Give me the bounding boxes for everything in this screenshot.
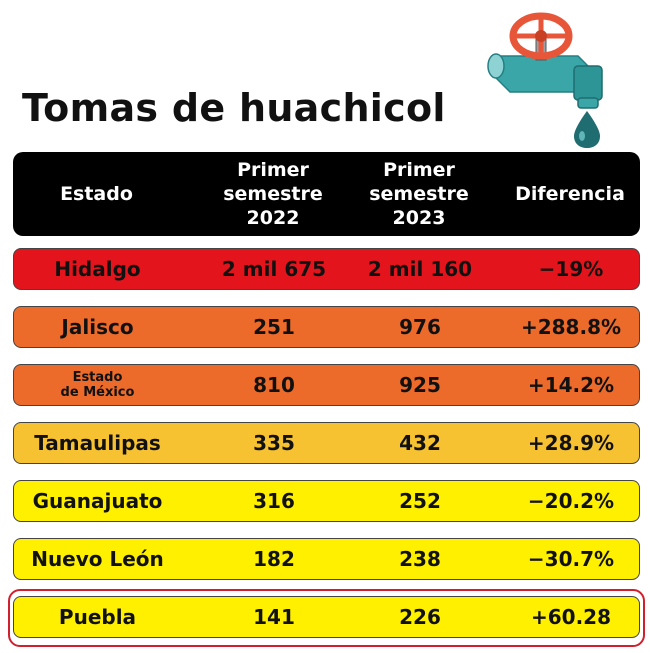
table-header: Estado Primer semestre 2022 Primer semes… [13, 152, 640, 236]
row-diferencia: +60.28 [530, 605, 612, 629]
header-estado: Estado [60, 183, 133, 205]
header-2023-line2: semestre [369, 183, 469, 205]
table-row: Estado de México 810 925 +14.2% [13, 364, 640, 406]
row-estado: Hidalgo [54, 257, 141, 281]
row-diferencia: +28.9% [527, 431, 615, 455]
header-2022: Primer semestre 2022 [200, 152, 346, 236]
row-diferencia: −19% [538, 257, 604, 281]
row-2023: 925 [399, 373, 441, 397]
row-estado: Estado de México [14, 365, 181, 405]
row-2023: 432 [399, 431, 441, 455]
header-diferencia: Diferencia [515, 183, 625, 205]
row-2022: 251 [253, 315, 295, 339]
row-2023: 252 [399, 489, 441, 513]
row-2022: 335 [253, 431, 295, 455]
row-diferencia: +14.2% [527, 373, 615, 397]
row-2022: 182 [253, 547, 295, 571]
page-title: Tomas de huachicol [22, 86, 446, 130]
row-estado: Puebla [58, 605, 137, 629]
row-2023: 2 mil 160 [367, 257, 473, 281]
row-diferencia: +288.8% [520, 315, 622, 339]
table-row: Nuevo León 182 238 −30.7% [13, 538, 640, 580]
highlight-frame [8, 589, 645, 647]
table-row: Jalisco 251 976 +288.8% [13, 306, 640, 348]
row-estado-line2: de México [60, 385, 135, 400]
header-2022-line1: Primer [237, 159, 309, 181]
row-estado: Tamaulipas [34, 431, 161, 455]
row-2022: 141 [253, 605, 295, 629]
row-estado: Jalisco [61, 315, 134, 339]
row-2023: 238 [399, 547, 441, 571]
row-2022: 316 [253, 489, 295, 513]
row-2022: 2 mil 675 [221, 257, 327, 281]
table-row: Guanajuato 316 252 −20.2% [13, 480, 640, 522]
header-2022-line3: 2022 [246, 207, 300, 229]
header-2023-line1: Primer [383, 159, 455, 181]
pipe-valve-drip-icon [487, 12, 603, 148]
table-row: Tamaulipas 335 432 +28.9% [13, 422, 640, 464]
row-estado-line1: Estado [72, 370, 123, 385]
table-row: Hidalgo 2 mil 675 2 mil 160 −19% [13, 248, 640, 290]
header-2023-line3: 2023 [392, 207, 446, 229]
row-diferencia: −20.2% [527, 489, 615, 513]
row-2022: 810 [253, 373, 295, 397]
row-estado: Guanajuato [32, 489, 163, 513]
row-2023: 976 [399, 315, 441, 339]
header-2023: Primer semestre 2023 [346, 152, 492, 236]
row-diferencia: −30.7% [527, 547, 615, 571]
table-row: Puebla 141 226 +60.28 [13, 596, 640, 638]
row-2023: 226 [399, 605, 441, 629]
header-2022-line2: semestre [223, 183, 323, 205]
row-estado: Nuevo León [31, 547, 164, 571]
